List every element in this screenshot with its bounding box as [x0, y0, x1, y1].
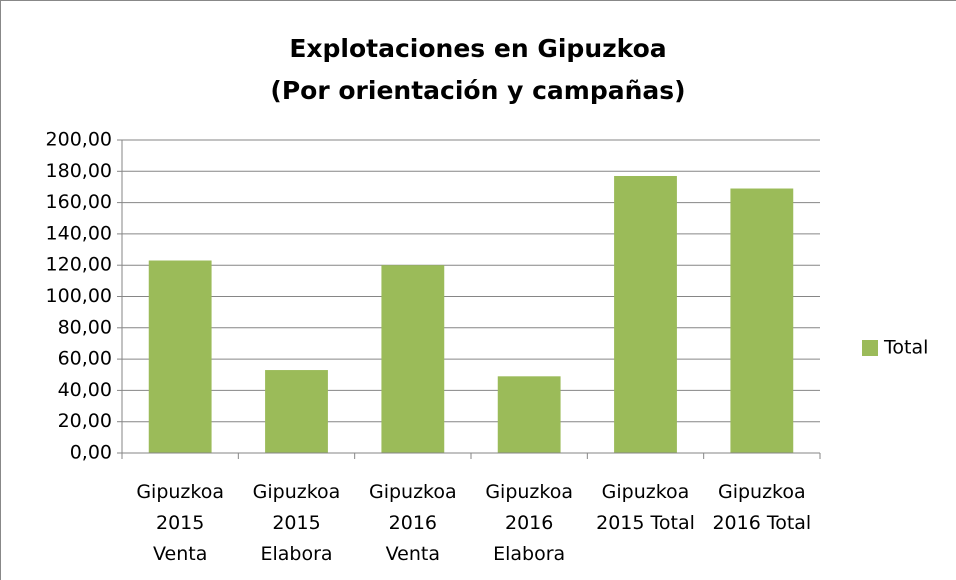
bar [497, 376, 561, 453]
chart-subtitle: (Por orientación y campañas) [270, 76, 685, 105]
x-tick-label: Gipuzkoa 2015 Elabora [253, 481, 341, 565]
x-tick-label: Gipuzkoa 2015 Venta [136, 481, 224, 565]
x-tick-label: Gipuzkoa 2016 Venta [369, 481, 457, 565]
x-tick-label: Gipuzkoa 2016 Elabora [485, 481, 573, 565]
y-tick-label: 180,00 [46, 160, 112, 182]
y-tick-label: 40,00 [58, 379, 112, 401]
y-tick-label: 160,00 [46, 191, 112, 213]
bar [381, 265, 445, 453]
bar [148, 260, 212, 453]
y-tick-label: 100,00 [46, 285, 112, 307]
legend-label: Total [883, 337, 928, 359]
y-tick-label: 140,00 [46, 222, 112, 244]
y-tick-label: 200,00 [46, 129, 112, 151]
legend-swatch [862, 340, 878, 356]
y-tick-label: 60,00 [58, 348, 112, 370]
y-tick-label: 0,00 [70, 442, 112, 464]
bar [730, 188, 794, 453]
bar [614, 175, 677, 453]
x-tick-label: Gipuzkoa 2016 Total [712, 481, 811, 534]
bar [265, 370, 328, 453]
y-tick-label: 20,00 [58, 410, 112, 432]
y-tick-label: 120,00 [46, 254, 112, 276]
chart-title: Explotaciones en Gipuzkoa [289, 34, 666, 63]
y-tick-label: 80,00 [58, 316, 112, 338]
x-tick-label: Gipuzkoa 2015 Total [596, 481, 695, 534]
